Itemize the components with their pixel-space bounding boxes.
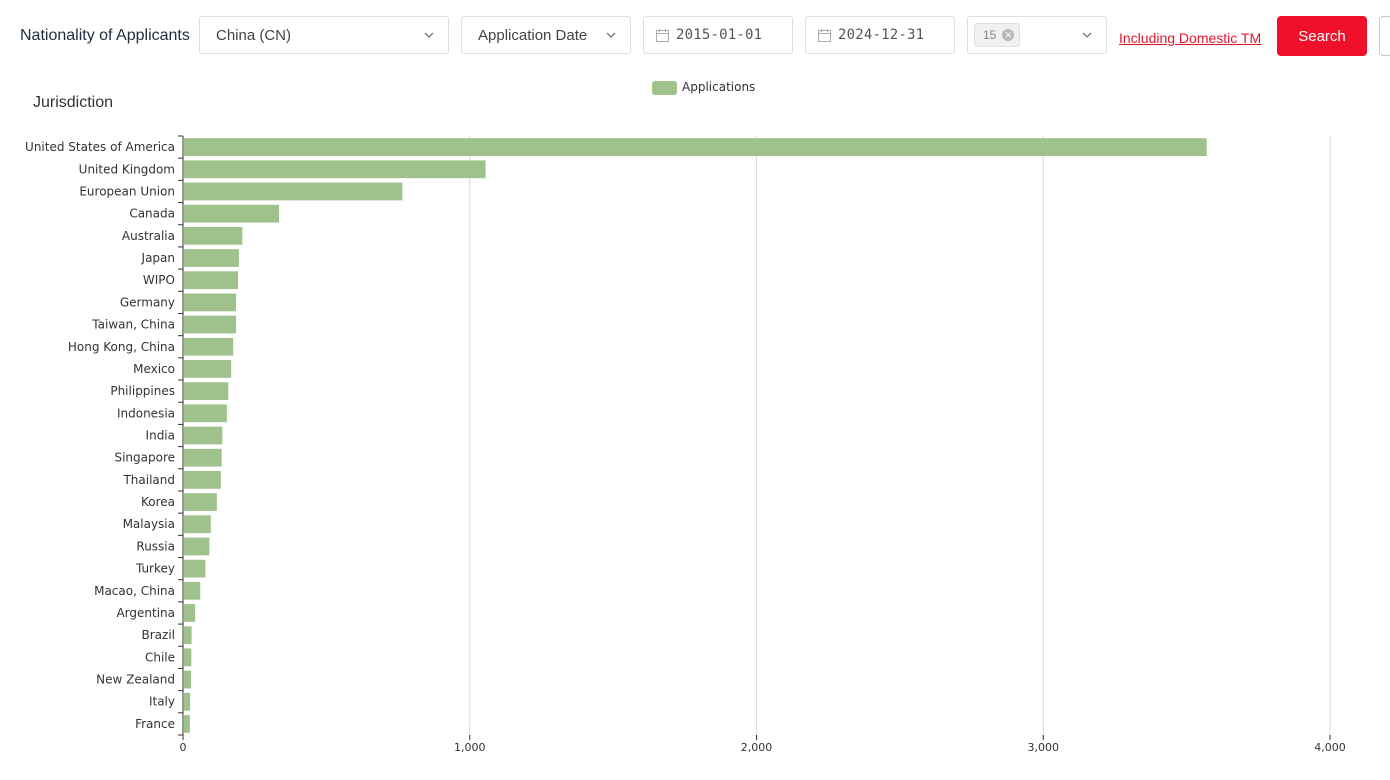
- bar[interactable]: [184, 493, 217, 511]
- y-tick-label: Taiwan, China: [91, 318, 175, 332]
- y-tick-label: Malaysia: [123, 517, 175, 531]
- nationality-select[interactable]: China (CN): [199, 16, 449, 54]
- y-tick-label: Philippines: [110, 384, 175, 398]
- chart-legend[interactable]: Applications: [652, 80, 755, 95]
- y-tick-label: Korea: [141, 495, 175, 509]
- bar[interactable]: [184, 559, 206, 578]
- bar[interactable]: [184, 204, 280, 223]
- bar[interactable]: [184, 581, 201, 600]
- including-domestic-link[interactable]: Including Domestic TM: [1119, 30, 1262, 46]
- bar[interactable]: [184, 293, 237, 312]
- y-tick-label: Brazil: [142, 628, 176, 642]
- legend-label: Applications: [682, 80, 755, 94]
- y-tick-label: Australia: [122, 229, 175, 243]
- x-tick-label: 1,000: [454, 741, 486, 754]
- date-type-select[interactable]: Application Date: [461, 16, 631, 54]
- bar[interactable]: [184, 426, 223, 445]
- bar[interactable]: [184, 537, 210, 556]
- bar[interactable]: [184, 670, 192, 689]
- class-multiselect[interactable]: 15 ✕: [967, 16, 1107, 54]
- bar[interactable]: [184, 160, 486, 179]
- bar[interactable]: [184, 315, 237, 334]
- y-tick-labels: United States of America United Kingdom Eu…: [25, 140, 175, 731]
- tag-remove-icon[interactable]: ✕: [1002, 29, 1015, 41]
- y-tick-label: India: [146, 429, 175, 443]
- bar[interactable]: [184, 604, 196, 622]
- bar[interactable]: [184, 182, 403, 201]
- nationality-value: China (CN): [216, 26, 292, 44]
- y-tick-label: Hong Kong, China: [68, 340, 175, 354]
- chevron-down-icon: [1082, 32, 1092, 38]
- date-type-value: Application Date: [478, 26, 588, 44]
- bar[interactable]: [184, 515, 211, 534]
- selected-tag: 15 ✕: [974, 23, 1021, 47]
- grid-lines: [178, 135, 1331, 740]
- tag-label: 15: [983, 28, 997, 42]
- bar[interactable]: [184, 360, 232, 378]
- bar[interactable]: [184, 382, 229, 401]
- y-tick-label: Thailand: [122, 473, 175, 487]
- y-tick-label: Singapore: [114, 451, 175, 465]
- bars-group: [184, 138, 1207, 733]
- y-tick-label: Italy: [149, 695, 175, 709]
- y-tick-label: Chile: [145, 650, 175, 664]
- y-tick-label: Canada: [129, 207, 175, 221]
- calendar-icon: [818, 28, 831, 42]
- bar[interactable]: [184, 271, 239, 290]
- y-tick-label: Mexico: [133, 362, 175, 376]
- calendar-icon: [656, 28, 669, 42]
- y-tick-label: WIPO: [143, 273, 175, 287]
- x-tick-label: 0: [180, 741, 187, 754]
- x-tick-label: 4,000: [1314, 741, 1346, 754]
- y-tick-label: Macao, China: [94, 584, 175, 598]
- y-tick-label: New Zealand: [96, 673, 175, 687]
- y-tick-label: France: [135, 717, 175, 731]
- axes-group: [178, 136, 184, 736]
- bar[interactable]: [184, 648, 192, 667]
- bar[interactable]: [184, 249, 239, 267]
- start-date-input[interactable]: 2015-01-01: [643, 16, 793, 54]
- bar[interactable]: [184, 404, 227, 423]
- x-tick-labels: 0 1,000 2,000 3,000 4,000: [180, 741, 1346, 754]
- bar[interactable]: [184, 448, 222, 467]
- y-tick-label: Turkey: [135, 562, 175, 576]
- secondary-button[interactable]: [1379, 16, 1390, 56]
- bar[interactable]: [184, 138, 1207, 156]
- end-date-input[interactable]: 2024-12-31: [805, 16, 955, 54]
- y-tick-label: Germany: [120, 295, 175, 309]
- bar[interactable]: [184, 626, 192, 645]
- bar[interactable]: [184, 692, 191, 711]
- y-tick-label: European Union: [79, 184, 175, 198]
- nationality-label: Nationality of Applicants: [20, 27, 190, 44]
- end-date-value: 2024-12-31: [838, 27, 925, 43]
- chevron-down-icon: [424, 32, 434, 38]
- start-date-value: 2015-01-01: [676, 27, 763, 43]
- bar[interactable]: [184, 470, 221, 489]
- x-tick-label: 2,000: [741, 741, 773, 754]
- y-tick-label: Argentina: [116, 606, 175, 620]
- bar[interactable]: [184, 337, 234, 356]
- bar[interactable]: [184, 715, 190, 733]
- y-tick-label: Indonesia: [117, 406, 175, 420]
- y-tick-label: Russia: [136, 539, 175, 553]
- search-button[interactable]: Search: [1277, 16, 1367, 56]
- y-tick-label: United Kingdom: [79, 162, 175, 176]
- bar[interactable]: [184, 226, 243, 245]
- y-tick-label: United States of America: [25, 140, 175, 154]
- y-tick-label: Japan: [141, 251, 175, 265]
- chevron-down-icon: [606, 32, 616, 38]
- y-axis-title: Jurisdiction: [33, 94, 113, 111]
- bar-chart: Applications Jurisdiction United States …: [25, 80, 1346, 754]
- filter-toolbar: Nationality of Applicants China (CN) App…: [0, 0, 1390, 70]
- x-tick-label: 3,000: [1028, 741, 1060, 754]
- legend-swatch: [652, 81, 677, 95]
